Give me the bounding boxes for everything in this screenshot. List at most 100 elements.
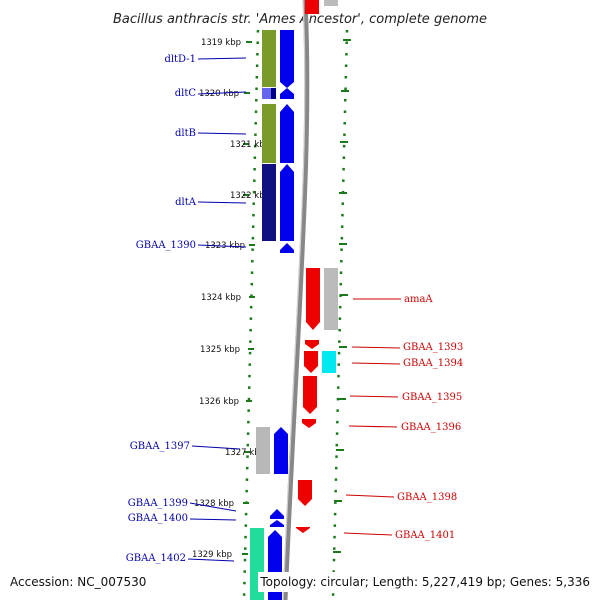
gene-arrow-dltC[interactable] [280,88,294,99]
tick-mark [244,92,250,94]
leader-line [189,518,237,521]
gene-arrow-dltB[interactable] [280,104,294,163]
kbp-tick: 1325 kbp [200,345,347,355]
gene-label-GBAA_1401[interactable]: GBAA_1401 [395,530,455,541]
gene-arrow-GBAA_1399[interactable] [270,509,284,519]
gene-label-GBAA_1398[interactable]: GBAA_1398 [397,492,457,503]
gene-arrow-GBAA_1397[interactable] [274,427,288,474]
outer-tick-mark [340,141,348,143]
gene-arrow-GBAA_1400[interactable] [270,520,284,527]
leader-line [349,395,399,398]
gene-arrow-amaA[interactable] [306,268,320,330]
gene-arrow-GBAA_1396[interactable] [302,419,316,428]
gene-label-GBAA_1394[interactable]: GBAA_1394 [403,358,463,369]
kbp-label: 1327 kbp [225,448,265,458]
tick-mark [246,400,252,402]
leader-line [197,201,247,204]
gene-arrow-dltA[interactable] [280,164,294,241]
gene-label-GBAA_1393[interactable]: GBAA_1393 [403,342,463,353]
gene-arrow-GBAA_1393[interactable] [305,340,319,349]
cog-block-navy [262,164,276,241]
gene-arrow-GBAA_1398[interactable] [298,480,312,506]
gene-label-dltC[interactable]: dltC [175,88,197,99]
tick-mark [246,41,252,43]
gene-arrow-dltD-1[interactable] [280,30,294,88]
gene-label-GBAA_1396[interactable]: GBAA_1396 [401,422,461,433]
leader-line [189,502,237,512]
kbp-label: 1326 kbp [199,397,239,407]
gene-label-GBAA_1402[interactable]: GBAA_1402 [126,553,186,564]
map-title: Bacillus anthracis str. 'Ames Ancestor',… [113,12,487,27]
gene-label-amaA[interactable]: amaA [404,294,433,305]
reverse-gene-labels: dltD-1 dltC dltB dltA GBAA_1390 GBAA_139… [126,54,247,564]
tick-mark [243,194,249,196]
kbp-label: 1320 kbp [199,89,239,99]
partial-top-genes [305,0,338,14]
gene-label-GBAA_1390[interactable]: GBAA_1390 [136,240,196,251]
kbp-label: 1329 kbp [192,550,232,560]
partial-gray-block [324,0,338,6]
outer-tick-mark [339,346,347,348]
cog-block-olive [262,104,276,163]
gene-label-dltB[interactable]: dltB [175,128,196,139]
outer-tick-mark [343,39,351,41]
tick-mark [242,553,248,555]
accession-text: Accession: NC_007530 [10,575,146,589]
gene-arrow-GBAA_1394[interactable] [304,351,318,373]
kbp-tick: 1328 kbp [194,499,342,509]
cog-block-periwinkle [262,88,271,99]
tick-mark [248,348,254,350]
outer-tick-mark [338,398,346,400]
leader-line [343,532,393,536]
leader-line [197,244,247,248]
kbp-label: 1319 kbp [201,38,241,48]
tick-mark [243,143,249,145]
cog-block-olive [262,30,276,87]
cog-block-cyan [322,351,336,373]
gene-label-dltD-1[interactable]: dltD-1 [164,54,196,65]
forward-gene-labels: amaA GBAA_1393 GBAA_1394 GBAA_1395 GBAA_… [343,294,463,541]
gene-arrow-GBAA_1395[interactable] [303,376,317,414]
kbp-tick: 1321 kbp [230,140,348,150]
leader-line [345,494,395,498]
outer-tick-mark [339,192,347,194]
kbp-label: 1324 kbp [201,293,241,303]
outer-tick-mark [340,294,348,296]
kbp-label: 1321 kbp [230,140,270,150]
outer-tick-mark [336,449,344,451]
outer-tick-mark [333,551,341,553]
forward-strand-genes [296,268,338,533]
leader-line [187,558,235,562]
gene-label-GBAA_1395[interactable]: GBAA_1395 [402,392,462,403]
partial-red-block [305,0,319,14]
gene-label-GBAA_1399[interactable]: GBAA_1399 [128,498,188,509]
inner-dotted-track [242,29,260,600]
outer-tick-mark [339,243,347,245]
leader-line [348,425,398,428]
leader-line [197,91,247,95]
leader-line [191,445,241,450]
gene-label-GBAA_1397[interactable]: GBAA_1397 [130,441,190,452]
kbp-label: 1322 kbp [230,191,270,201]
kbp-tick: 1327 kbp [225,448,344,458]
gene-label-GBAA_1400[interactable]: GBAA_1400 [128,513,188,524]
kbp-tick: 1322 kbp [230,191,347,201]
reverse-strand-genes [250,30,294,600]
topology-text: Topology: circular; Length: 5,227,419 bp… [259,575,590,589]
kbp-tick: 1326 kbp [199,397,346,407]
tick-mark [249,296,255,298]
tick-mark [243,502,249,504]
outer-tick-mark [341,90,349,92]
cog-block-navy [271,88,276,99]
tick-mark [249,244,255,246]
gene-label-dltA[interactable]: dltA [175,197,197,208]
leader-line [351,362,401,365]
genome-backbone-highlight [282,0,306,600]
genome-backbone [282,0,310,600]
kbp-tick: 1329 kbp [192,550,341,560]
leader-line [197,57,247,60]
gene-arrow-GBAA_1390[interactable] [280,243,294,253]
gene-arrow-GBAA_1401[interactable] [296,527,310,533]
footer-backdrop-left [6,572,166,592]
